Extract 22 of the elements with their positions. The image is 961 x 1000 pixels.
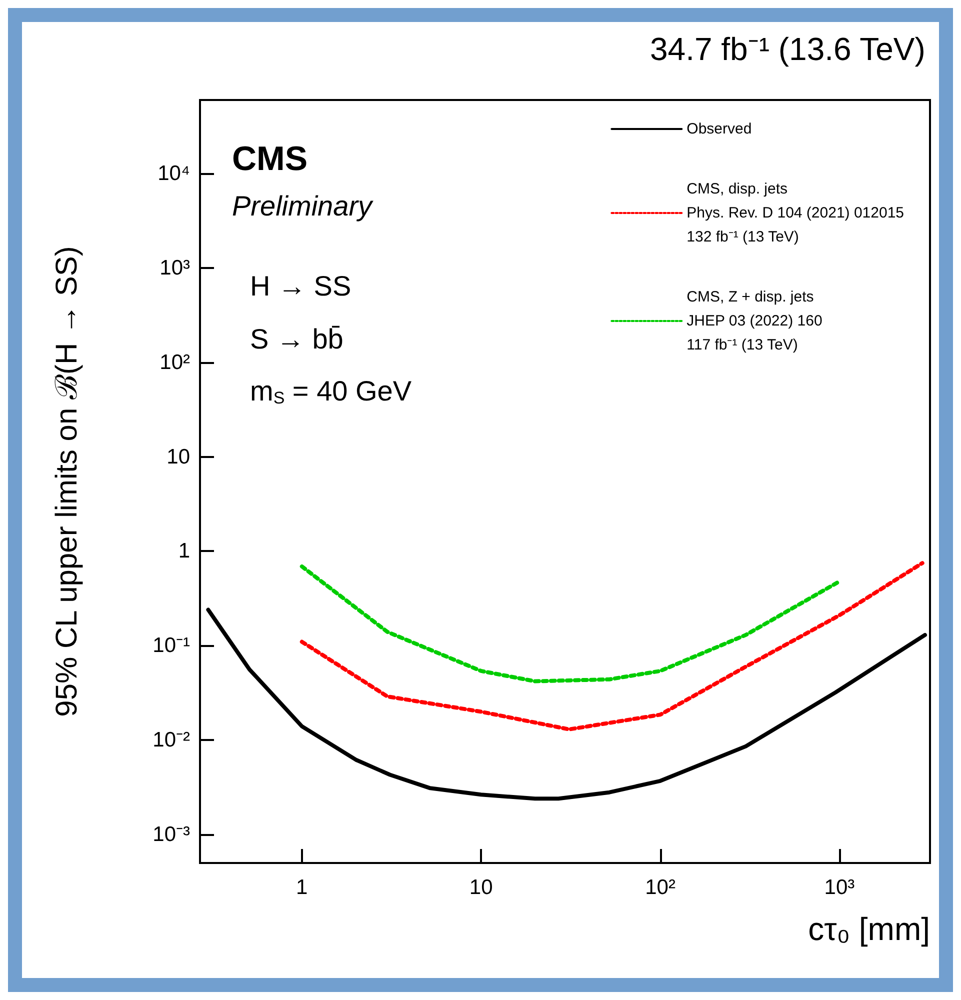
annotation: CMS — [232, 140, 308, 178]
y-tick-label: 10³ — [160, 256, 190, 280]
y-tick-label: 10⁴ — [158, 162, 190, 185]
annotation: S → bb̄ — [250, 324, 344, 354]
y-tick-label: 10² — [160, 350, 190, 374]
x-tick-label: 10³ — [824, 876, 855, 899]
chart-title: 34.7 fb⁻¹ (13.6 TeV) — [650, 31, 926, 67]
y-tick-label: 10⁻³ — [152, 823, 190, 846]
y-tick-label: 1 — [178, 540, 190, 563]
x-tick-label: 10² — [645, 876, 676, 899]
legend-label: CMS, disp. jets Phys. Rev. D 104 (2021) 012015 132 fb⁻¹ (13 TeV) — [686, 180, 904, 246]
legend-label: CMS, Z + disp. jets JHEP 03 (2022) 160 117 fb⁻¹ (13 TeV) — [686, 288, 822, 354]
y-axis-title: 95% CL upper limits on ℬ(H → SS) — [50, 246, 84, 717]
x-axis-title: cτ₀ [mm] — [808, 911, 930, 947]
x-tick-label: 10 — [469, 876, 493, 899]
legend-label: Observed — [686, 120, 752, 138]
annotation: H → SS — [250, 270, 352, 302]
y-tick-label: 10⁻² — [152, 728, 190, 752]
y-tick-label: 10 — [166, 445, 190, 468]
y-tick-label: 10⁻¹ — [152, 634, 190, 658]
x-tick-label: 1 — [296, 876, 308, 899]
annotation: Preliminary — [232, 190, 374, 222]
